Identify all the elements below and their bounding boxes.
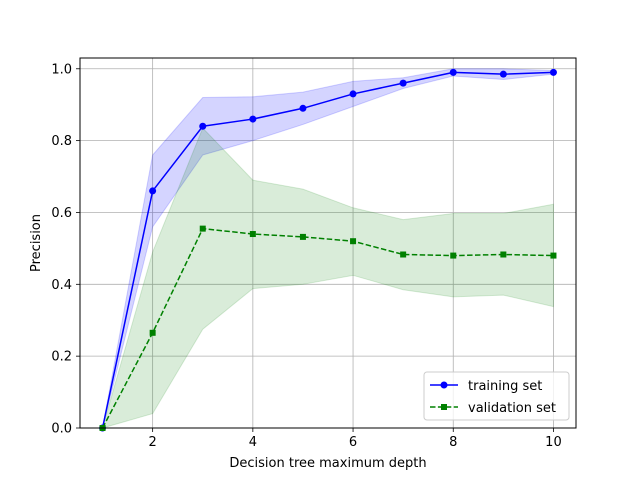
training-set-line — [101, 71, 554, 429]
y-tick-label: 0.2 — [51, 350, 72, 365]
x-axis-label: Decision tree maximum depth — [229, 456, 426, 471]
legend: training set validation set — [423, 371, 570, 421]
x-tick-label: 6 — [349, 435, 357, 450]
legend-training-marker — [440, 381, 448, 389]
validation-set-point — [400, 251, 407, 258]
y-axis-label: Precision — [29, 214, 44, 272]
validation-set-point — [450, 252, 457, 259]
validation-set-point — [149, 329, 156, 336]
series-markers — [99, 68, 557, 432]
y-tick-label: 0.8 — [51, 134, 72, 149]
validation-set-point — [350, 238, 357, 245]
legend-validation-marker — [441, 404, 447, 410]
training-set-point — [549, 68, 557, 76]
validation-set-point — [199, 225, 206, 232]
training-set-point — [149, 187, 157, 195]
validation-set-line — [101, 227, 554, 429]
x-tick-label: 10 — [545, 435, 562, 450]
training-set-point — [199, 122, 207, 130]
legend-box — [423, 371, 570, 421]
y-tick-label: 0.0 — [51, 422, 72, 437]
validation-set-point — [550, 252, 557, 259]
y-tick-label: 0.4 — [51, 278, 72, 293]
x-tick-label: 8 — [449, 435, 457, 450]
training-set-point — [399, 79, 407, 87]
axis-ticks: 2 4 6 8 10 0.0 0.2 0.4 0.6 0.8 1.0 — [51, 62, 561, 450]
x-tick-label: 4 — [249, 435, 257, 450]
plot-area-frame — [79, 57, 577, 429]
training-set-point — [249, 115, 257, 123]
validation-set-point — [500, 251, 507, 258]
training-set-point — [299, 104, 307, 112]
series-lines — [101, 71, 554, 429]
validation-set-point — [299, 233, 306, 240]
legend-validation-label: validation set — [468, 401, 556, 416]
y-tick-label: 0.6 — [51, 206, 72, 221]
training-set-point — [499, 70, 507, 78]
training-set-point — [449, 68, 457, 76]
legend-training-label: training set — [468, 379, 542, 394]
validation-set-point — [249, 231, 256, 238]
training-set-point — [349, 90, 357, 98]
y-tick-label: 1.0 — [51, 62, 72, 77]
x-tick-label: 2 — [149, 435, 157, 450]
